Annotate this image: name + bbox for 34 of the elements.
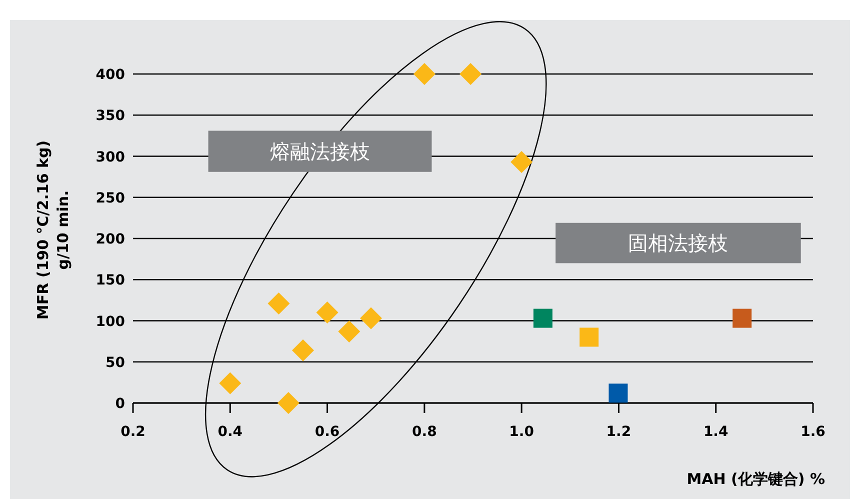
point bbox=[268, 292, 290, 314]
x-tick-label: 1.4 bbox=[703, 424, 729, 440]
y-tick-label: 0 bbox=[115, 396, 126, 412]
y-tick-label: 400 bbox=[96, 67, 126, 83]
y-tick-label: 350 bbox=[96, 108, 126, 124]
x-tick-label: 0.8 bbox=[412, 424, 437, 440]
x-tick-label: 0.2 bbox=[120, 424, 146, 440]
annotation: 熔融法接枝 bbox=[270, 139, 370, 164]
point bbox=[460, 63, 482, 85]
point bbox=[360, 307, 382, 330]
point bbox=[219, 372, 242, 394]
point bbox=[316, 302, 338, 324]
point bbox=[533, 308, 552, 328]
point bbox=[292, 339, 314, 362]
y-tick-label: 300 bbox=[96, 149, 126, 166]
point bbox=[732, 308, 752, 328]
y-tick-label: 200 bbox=[96, 232, 126, 248]
x-tick-label: 1.6 bbox=[800, 424, 826, 440]
point bbox=[277, 392, 300, 414]
point bbox=[510, 151, 533, 174]
y-tick-label: 150 bbox=[96, 272, 126, 289]
x-axis-title: MAH (化学键合) % bbox=[686, 470, 825, 488]
point bbox=[608, 384, 628, 403]
y-axis-title: MFR (190 °C/2.16 kg) g/10 min. bbox=[34, 140, 72, 320]
annotation: 固相法接枝 bbox=[628, 231, 728, 256]
y-tick-label: 100 bbox=[96, 314, 126, 330]
point bbox=[413, 63, 436, 85]
x-tick-label: 0.6 bbox=[314, 424, 340, 440]
point bbox=[338, 320, 360, 342]
x-tick-label: 0.4 bbox=[218, 424, 243, 440]
y-tick-label: 250 bbox=[96, 190, 126, 206]
y-tick-label: 50 bbox=[106, 354, 126, 371]
x-tick-label: 1.2 bbox=[606, 424, 632, 440]
x-tick-label: 1.0 bbox=[509, 424, 534, 440]
